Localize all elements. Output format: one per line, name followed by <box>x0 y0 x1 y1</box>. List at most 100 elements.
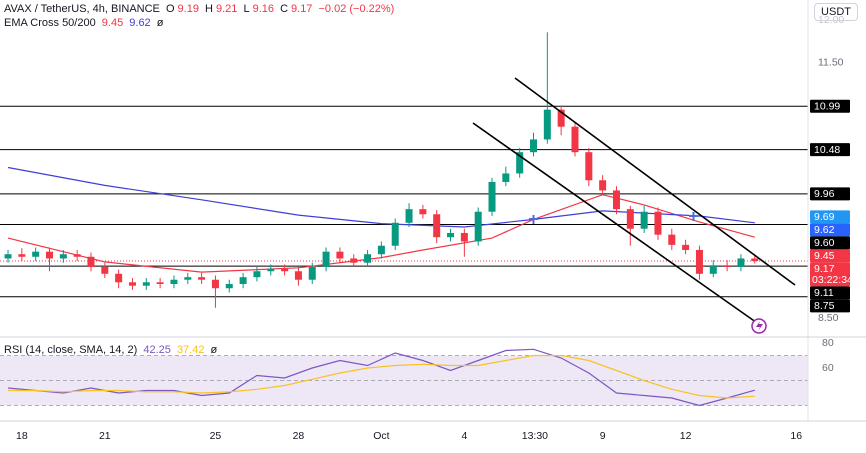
candle-body <box>626 209 634 229</box>
indicator-name: RSI (14, close, SMA, 14, 2) <box>4 344 138 356</box>
candle-body <box>488 181 496 212</box>
price-tag-label: 9.17 <box>814 263 835 275</box>
price-tag-label: 9.45 <box>814 250 835 262</box>
candle-body <box>211 279 219 289</box>
candle-body <box>350 258 358 263</box>
price-tag <box>810 143 850 157</box>
candle-body <box>18 254 26 257</box>
candle-body <box>571 126 579 153</box>
ohlc-key: H <box>205 3 213 15</box>
x-tick-label: 9 <box>600 430 606 442</box>
symbol: AVAX / TetherUS, 4h, BINANCE <box>4 3 160 15</box>
rsi-value: 42.25 <box>143 344 171 356</box>
price-tag <box>810 236 850 250</box>
rsi-legend: RSI (14, close, SMA, 14, 2) 42.25 37.42 … <box>4 344 220 356</box>
candle-body <box>198 277 206 280</box>
ohlc-value: 9.17 <box>291 3 313 15</box>
channel-upper <box>514 77 796 286</box>
ema-line <box>7 194 755 273</box>
candle-body <box>101 266 109 274</box>
price-tag-label: 8.75 <box>814 300 835 312</box>
rsi-tick-label: 60 <box>822 362 834 374</box>
price-tag <box>810 299 850 313</box>
price-tag <box>810 262 850 287</box>
candle-body <box>737 258 745 267</box>
ohlc-key: L <box>243 3 250 15</box>
indicator-name: EMA Cross 50/200 <box>4 17 96 29</box>
price-tag-label: 10.48 <box>814 144 840 156</box>
symbol-legend: AVAX / TetherUS, 4h, BINANCE O 9.19 H 9.21… <box>4 3 397 15</box>
x-tick-label: 28 <box>293 430 305 442</box>
candle-body <box>377 245 385 255</box>
price-tag-label: 9.69 <box>814 211 835 223</box>
candle-body <box>654 211 662 235</box>
x-tick-label: 25 <box>210 430 222 442</box>
candle-body <box>682 244 690 250</box>
y-tick-label: 11.50 <box>818 57 844 69</box>
ohlc-value: 9.21 <box>215 3 238 15</box>
candle-body <box>294 271 302 280</box>
x-tick-label: 13:30 <box>522 430 548 442</box>
price-tag <box>810 210 850 224</box>
price-tag-label: 9.62 <box>814 224 835 236</box>
toggle-icon[interactable]: ø <box>210 344 218 356</box>
cross-marker <box>689 212 698 221</box>
candle-body <box>557 109 565 127</box>
candle-body <box>322 251 330 267</box>
price-tag <box>810 99 850 113</box>
ema-value: 9.62 <box>129 17 151 29</box>
channel-lower <box>472 122 761 326</box>
y-tick-label: 8.50 <box>818 312 839 324</box>
ohlc-key: O <box>165 3 175 15</box>
candle-body <box>59 254 67 259</box>
candle-body <box>405 209 413 223</box>
x-tick-label: 4 <box>461 430 467 442</box>
change: −0.02 (−0.22%) <box>318 3 395 15</box>
currency-button[interactable]: USDT <box>814 3 858 21</box>
candle-body <box>225 283 233 289</box>
alert-icon[interactable] <box>751 318 767 334</box>
candle-body <box>142 282 150 286</box>
candle-body <box>709 265 717 274</box>
price-tag <box>810 249 850 263</box>
candle-body <box>115 273 123 283</box>
candle-body <box>723 265 731 267</box>
candle-body <box>239 277 247 284</box>
candle-body <box>530 139 538 153</box>
ema-value: 9.45 <box>101 17 124 29</box>
candle-body <box>695 249 703 274</box>
candle-body <box>308 266 316 280</box>
candle-body <box>668 234 676 245</box>
candle-body <box>433 214 441 238</box>
candle-body <box>87 256 95 267</box>
ema-lines <box>7 166 755 273</box>
rsi-line <box>8 354 755 399</box>
x-tick-label: 12 <box>680 430 692 442</box>
countdown: 03:22:34 <box>812 274 853 286</box>
candle-body <box>336 251 344 259</box>
rsi-pane: 80 60 <box>0 337 834 406</box>
candle-body <box>612 190 620 210</box>
ohlc-key: C <box>280 3 289 15</box>
x-axis: 18 21 25 28 Oct 4 13:30 9 12 16 <box>16 430 802 442</box>
rsi-value: 37.42 <box>176 344 205 356</box>
price-tag <box>810 187 850 201</box>
price-tag <box>810 286 850 300</box>
candle-body <box>447 232 455 238</box>
x-tick-label: 18 <box>16 430 28 442</box>
ohlc-value: 9.19 <box>177 3 199 15</box>
candle-body <box>156 282 164 284</box>
price-tags: 10.99 10.48 9.96 9.699.629.609.459.1703:22:… <box>810 99 853 313</box>
ema-line <box>7 166 755 228</box>
candle-body <box>640 211 648 229</box>
candle-body <box>32 251 40 257</box>
toggle-icon[interactable]: ø <box>156 17 164 29</box>
price-tag <box>810 223 850 237</box>
candle-body <box>460 232 468 242</box>
ohlc-value: 9.16 <box>252 3 274 15</box>
candle-body <box>599 180 607 191</box>
price-tag-label: 9.96 <box>814 188 835 200</box>
